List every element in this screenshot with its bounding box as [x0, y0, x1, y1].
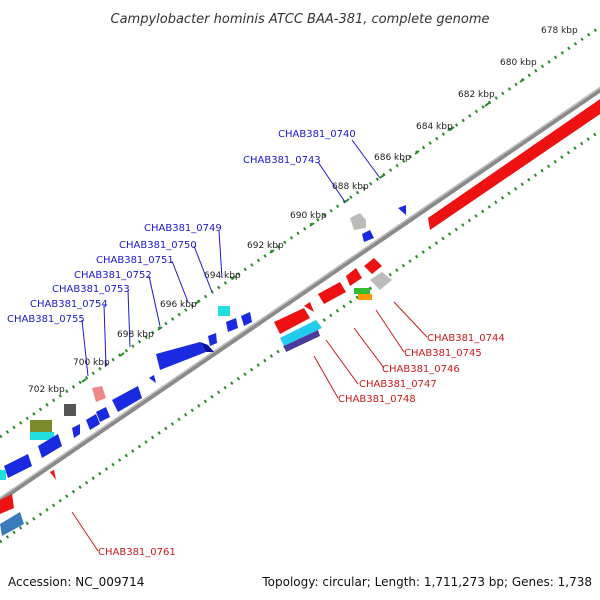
- tick-label: 698 kbp: [117, 330, 154, 340]
- tick-label: 694 kbp: [204, 271, 241, 281]
- gene-blue-b: [226, 318, 238, 332]
- gene-red-0748: [274, 308, 310, 334]
- tick-label: 696 kbp: [160, 300, 197, 310]
- gene-blue-small: [398, 205, 406, 215]
- tick-label: 702 kbp: [28, 385, 65, 395]
- gene-blue-f: [112, 386, 142, 412]
- inner-tick-ring: [0, 129, 600, 544]
- gene-blue-e: [149, 375, 156, 383]
- gene-label: CHAB381_0752: [74, 270, 152, 281]
- gene-green-0746: [354, 288, 370, 294]
- gene-blue-long: [156, 342, 206, 370]
- accession-text: Accession: NC_009714: [8, 575, 144, 589]
- gene-label: CHAB381_0747: [359, 379, 437, 390]
- gene-label: CHAB381_0755: [7, 314, 85, 325]
- genome-backbone: [0, 86, 600, 503]
- gene-gray: [350, 213, 366, 230]
- forward-labels: CHAB381_0740 CHAB381_0743 CHAB381_0749 C…: [7, 129, 356, 325]
- gene-olive: [30, 420, 52, 432]
- gene-pink: [92, 386, 106, 402]
- gene-orange-0746: [358, 294, 372, 300]
- reverse-labels: CHAB381_0744 CHAB381_0745 CHAB381_0746 C…: [98, 333, 505, 558]
- gene-label: CHAB381_0750: [119, 240, 197, 251]
- gene-cyan: [218, 306, 230, 316]
- tick-label: 688 kbp: [332, 182, 369, 192]
- gene-red-left: [0, 494, 14, 514]
- gene-label: CHAB381_0746: [382, 364, 460, 375]
- gene-cyan-0748: [280, 320, 322, 346]
- gene-label: CHAB381_0748: [338, 394, 416, 405]
- gene-red-0745: [346, 268, 362, 286]
- tick-label: 692 kbp: [247, 241, 284, 251]
- tick-label: 690 kbp: [290, 211, 327, 221]
- gene-blue-h: [86, 414, 100, 430]
- tick-label: 686 kbp: [374, 153, 411, 163]
- forward-leaders: [81, 139, 381, 377]
- tick-marks: [81, 78, 525, 383]
- gene-label: CHAB381_0754: [30, 299, 108, 310]
- gene-label: CHAB381_0743: [243, 155, 321, 166]
- gene-blue-k: [4, 454, 32, 478]
- gene-purple-0748: [284, 330, 320, 352]
- gene-blue-g: [96, 407, 110, 422]
- topology-text: Topology: circular; Length: 1,711,273 bp…: [261, 575, 592, 589]
- gene-red-0761: [50, 470, 56, 480]
- gene-red-large: [428, 99, 600, 230]
- gene-blue-i: [72, 424, 80, 438]
- map-title: Campylobacter hominis ATCC BAA-381, comp…: [111, 12, 490, 27]
- gene-blue-j: [38, 434, 62, 458]
- tick-label: 682 kbp: [458, 90, 495, 100]
- gene-label: CHAB381_0761: [98, 547, 176, 558]
- tick-label: 678 kbp: [541, 26, 578, 36]
- gene-blue-0743: [362, 230, 374, 242]
- gene-label: CHAB381_0751: [96, 255, 174, 266]
- outer-tick-ring: [0, 25, 600, 439]
- gene-label: CHAB381_0740: [278, 129, 356, 140]
- gene-label: CHAB381_0749: [144, 223, 222, 234]
- gene-label: CHAB381_0745: [404, 348, 482, 359]
- gene-red-0747: [318, 282, 346, 304]
- gene-gray-0744: [370, 272, 392, 290]
- reverse-leaders: [71, 301, 428, 552]
- gene-blue-d: [208, 333, 217, 346]
- gene-cyan-c: [0, 470, 6, 480]
- gene-cyan-b: [30, 432, 54, 440]
- gene-red-0744: [364, 258, 382, 274]
- tick-label: 684 kbp: [416, 122, 453, 132]
- gene-red-small-b: [304, 302, 314, 312]
- tick-labels: 678 kbp 680 kbp 682 kbp 684 kbp 686 kbp …: [28, 26, 578, 395]
- tick-label: 700 kbp: [73, 358, 110, 368]
- gene-label: CHAB381_0744: [427, 333, 505, 344]
- gene-darkgray: [64, 404, 76, 416]
- forward-genes: [0, 99, 600, 480]
- tick-label: 680 kbp: [500, 58, 537, 68]
- reverse-genes: [0, 258, 392, 536]
- gene-blue-c: [241, 312, 252, 326]
- gene-steelblue-left: [0, 512, 24, 536]
- gene-label: CHAB381_0753: [52, 284, 130, 295]
